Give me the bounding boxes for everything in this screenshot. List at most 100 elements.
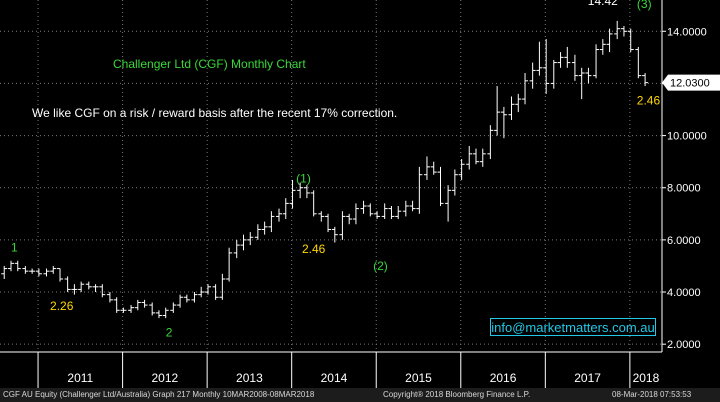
- annotation-label: (2): [373, 259, 388, 273]
- email-link[interactable]: info@marketmatters.com.au: [490, 318, 656, 336]
- ohlc-bar: [162, 307, 169, 319]
- ohlc-bar: [29, 268, 36, 274]
- y-tick-label: 4.0000: [667, 287, 701, 299]
- price-chart: 14.0000 1 2.0000 10.0000 8.0000 6.0000 4.0000 2…: [0, 0, 720, 388]
- ohlc-bar: [14, 260, 21, 272]
- ohlc-bar: [599, 39, 606, 55]
- ohlc-bar: [318, 211, 325, 222]
- ohlc-bar: [571, 54, 578, 81]
- ohlc-bar: [423, 156, 430, 180]
- price-bars: [1, 20, 649, 319]
- annotation-label: 2.46: [302, 242, 326, 256]
- ohlc-bar: [367, 203, 374, 217]
- ohlc-bar: [606, 28, 613, 53]
- ohlc-bar: [303, 185, 310, 199]
- ohlc-bar: [198, 286, 205, 298]
- ohlc-bar: [585, 67, 592, 84]
- ohlc-bar: [627, 28, 634, 53]
- svg-text:12.0300: 12.0300: [670, 78, 710, 90]
- ohlc-bar: [487, 125, 494, 160]
- last-price-tag: 12.0300: [662, 74, 720, 91]
- y-tick-label: 10.0000: [667, 131, 707, 143]
- ohlc-bar: [22, 265, 29, 274]
- x-tick-label: 2016: [490, 371, 517, 385]
- ohlc-bar: [226, 247, 233, 282]
- ohlc-bar: [219, 273, 226, 300]
- ohlc-bar: [35, 268, 42, 277]
- y-tick-label: 2.0000: [667, 339, 701, 351]
- ohlc-bar: [134, 299, 141, 311]
- ohlc-bar: [466, 146, 473, 170]
- ohlc-bar: [78, 281, 85, 293]
- ohlc-bar: [479, 148, 486, 167]
- ohlc-bar: [261, 221, 268, 235]
- ohlc-bar: [522, 73, 529, 105]
- annotation-label: 2.46: [637, 93, 661, 107]
- ohlc-bar: [71, 284, 78, 295]
- ohlc-bar: [557, 52, 564, 68]
- ohlc-bar: [381, 203, 388, 220]
- annotation-label: 2: [166, 325, 173, 339]
- x-tick-label: 2013: [236, 371, 263, 385]
- ohlc-bar: [297, 182, 304, 199]
- ohlc-bar: [508, 96, 515, 120]
- ohlc-bar: [578, 67, 585, 100]
- ohlc-bar: [247, 232, 254, 246]
- footer-copyright: Copyright® 2018 Bloomberg Finance L.P.: [383, 390, 531, 399]
- ohlc-bar: [120, 307, 127, 313]
- y-tick-label: 8.0000: [667, 183, 701, 195]
- ohlc-bar: [437, 166, 444, 206]
- ohlc-bar: [1, 265, 8, 279]
- ohlc-bar: [529, 62, 536, 89]
- ohlc-bar: [593, 44, 600, 79]
- ohlc-bar: [564, 46, 571, 68]
- ohlc-bar: [64, 276, 71, 293]
- ohlc-bar: [409, 200, 416, 212]
- ohlc-bar: [128, 305, 135, 313]
- ohlc-bar: [635, 46, 642, 79]
- x-tick-label: 2011: [67, 371, 93, 385]
- ohlc-bar: [339, 211, 346, 240]
- ohlc-bar: [240, 234, 247, 251]
- ohlc-bar: [310, 190, 317, 217]
- ohlc-bar: [346, 213, 353, 225]
- ohlc-bar: [451, 169, 458, 196]
- ohlc-bar: [642, 73, 649, 87]
- ohlc-bar: [543, 39, 550, 94]
- ohlc-bar: [254, 224, 261, 240]
- ohlc-bar: [620, 26, 627, 37]
- ohlc-bar: [614, 20, 621, 40]
- ohlc-bar: [43, 268, 50, 277]
- chart-subtitle: We like CGF on a risk / reward basis aft…: [32, 106, 397, 120]
- ohlc-bar: [92, 284, 99, 293]
- y-tick-label: 14.0000: [667, 26, 707, 38]
- annotation-label: (3): [637, 0, 652, 11]
- ohlc-bar: [276, 208, 283, 222]
- grid-lines: [0, 0, 662, 352]
- ohlc-bar: [191, 292, 198, 303]
- ohlc-bar: [106, 292, 113, 303]
- ohlc-bar: [374, 211, 381, 220]
- ohlc-bar: [388, 205, 395, 220]
- ohlc-bar: [331, 226, 338, 243]
- annotation-label: 2.26: [50, 299, 74, 313]
- ohlc-bar: [500, 106, 507, 139]
- ohlc-bar: [170, 302, 177, 313]
- ohlc-bar: [85, 281, 92, 290]
- ohlc-bar: [402, 200, 409, 217]
- ohlc-bar: [50, 265, 57, 274]
- ohlc-bar: [536, 41, 543, 76]
- x-tick-label: 2012: [152, 371, 179, 385]
- ohlc-bar: [472, 148, 479, 165]
- annotation-label: (1): [296, 172, 311, 186]
- ohlc-bar: [204, 284, 211, 295]
- x-tick-label: 2015: [405, 371, 432, 385]
- footer-timestamp: 08-Mar-2018 07:53:53: [612, 390, 692, 399]
- ohlc-bar: [360, 200, 367, 214]
- y-tick-label: 6.0000: [667, 235, 701, 247]
- annotation-label: 1: [11, 241, 18, 255]
- ohlc-bar: [177, 294, 184, 308]
- x-tick-label: 2018: [633, 371, 660, 385]
- ohlc-bar: [183, 294, 190, 303]
- footer-security: CGF AU Equity (Challenger Ltd/Australia)…: [3, 390, 315, 399]
